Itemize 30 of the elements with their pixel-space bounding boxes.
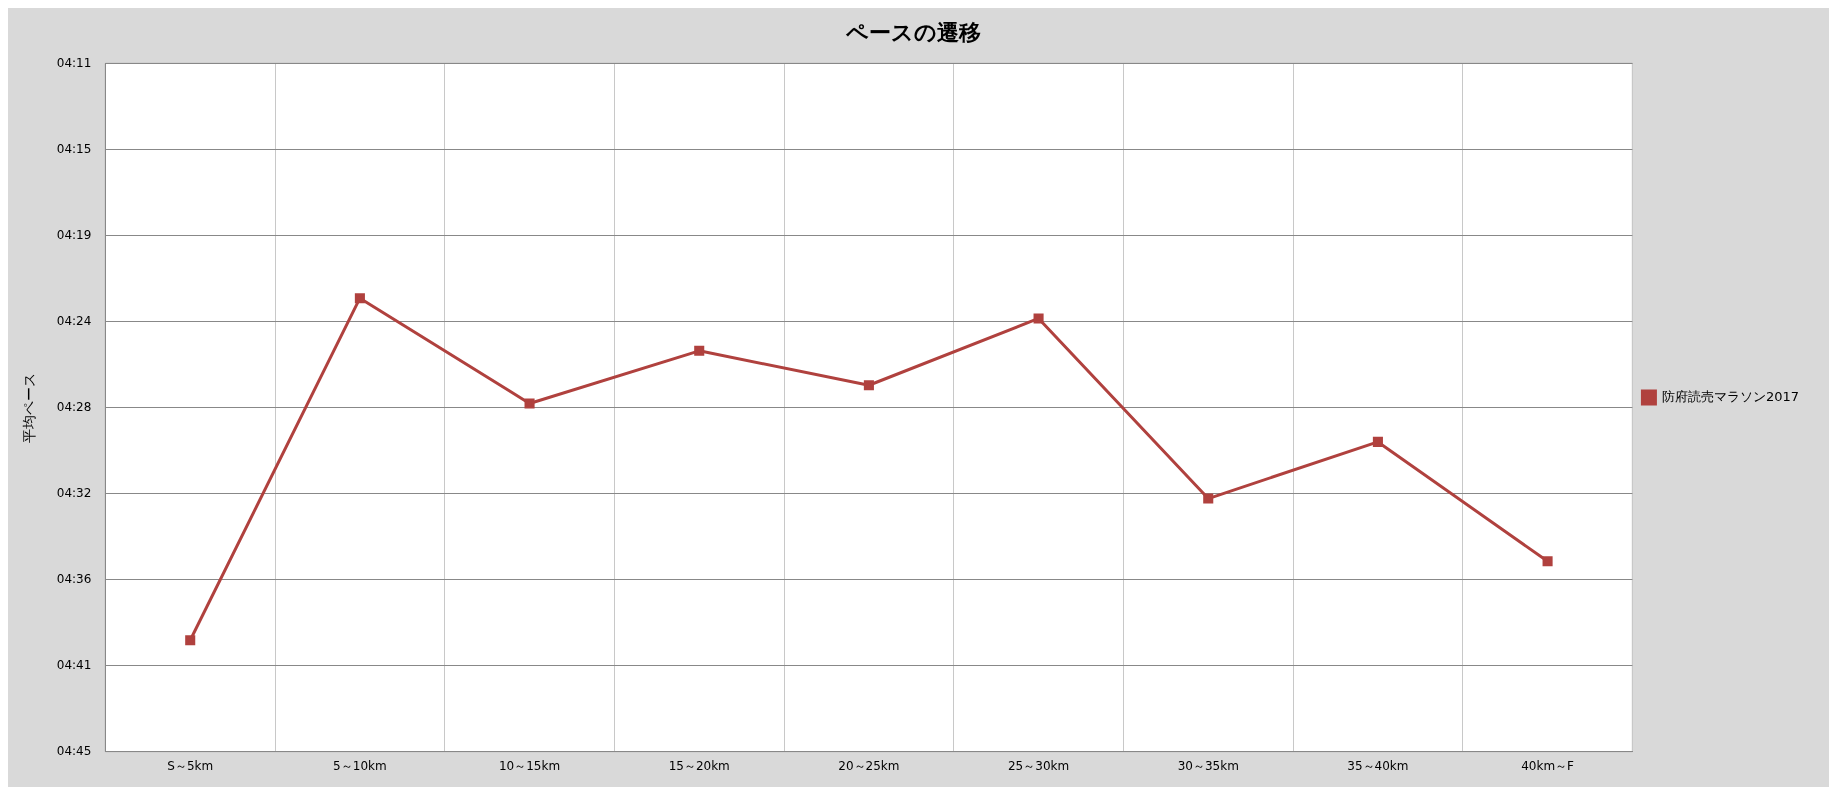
x-tick-label: 40km～F	[1521, 758, 1575, 773]
x-tick-label: 15～20km	[668, 758, 730, 773]
x-tick-label: 10～15km	[498, 758, 561, 773]
x-tick-label: 5～10km	[333, 758, 387, 773]
legend-label: 防府読売マラソン2017	[1661, 388, 1800, 404]
y-tick-label: 04:15	[56, 141, 92, 156]
point	[863, 380, 874, 391]
y-tick-label: 04:19	[56, 227, 92, 242]
y-tick-label: 04:11	[56, 55, 92, 70]
point	[1033, 313, 1044, 324]
y-tick-label: 04:28	[56, 399, 92, 414]
x-tick-label: 25～30km	[1007, 758, 1070, 773]
point	[1372, 436, 1383, 447]
x-tick-label: 35～40km	[1347, 758, 1409, 773]
x-tick-label: 30～35km	[1177, 758, 1239, 773]
point	[185, 635, 196, 646]
y-tick-label: 04:45	[56, 743, 92, 758]
y-axis-title: 平均ペース	[21, 372, 38, 443]
point	[524, 398, 535, 409]
y-tick-label: 04:32	[56, 485, 92, 500]
point	[1542, 556, 1553, 567]
chart-title: ペースの遷移	[845, 19, 981, 45]
point	[694, 345, 705, 356]
y-tick-label: 04:24	[56, 313, 92, 328]
x-tick-label: S～5km	[167, 758, 214, 773]
point	[1203, 493, 1214, 504]
x-tick-label: 20～25km	[838, 758, 900, 773]
y-tick-label: 04:36	[56, 571, 92, 586]
y-tick-label: 04:41	[56, 657, 92, 672]
point	[354, 293, 365, 304]
